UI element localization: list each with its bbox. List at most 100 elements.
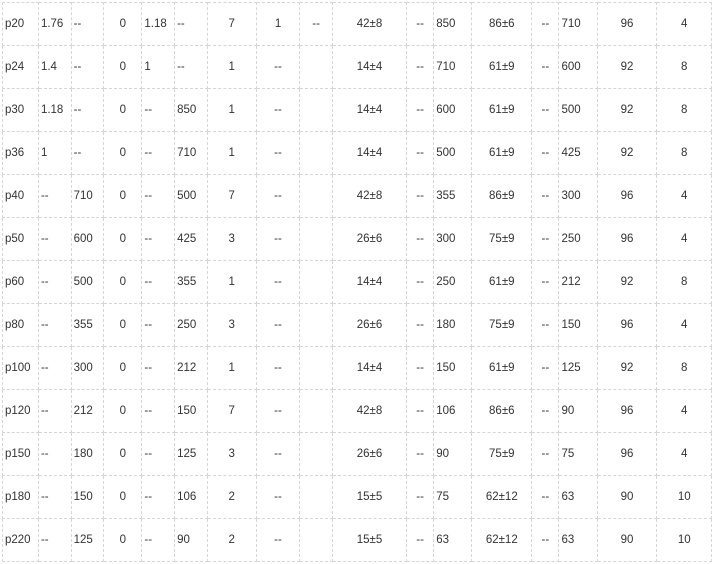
cell-c15: 125: [559, 347, 597, 390]
cell-c4: 0: [104, 347, 142, 390]
cell-c17: 8: [657, 261, 712, 304]
cell-c5: --: [142, 175, 175, 218]
cell-c2: --: [38, 433, 71, 476]
cell-c12: 300: [434, 218, 472, 261]
cell-c2: --: [38, 476, 71, 519]
cell-c3: --: [71, 46, 104, 89]
cell-c4: 0: [104, 261, 142, 304]
cell-c2: 1.76: [38, 3, 71, 46]
cell-c8: --: [256, 132, 300, 175]
cell-c7: 7: [207, 390, 256, 433]
data-table-container: p201.76--01.18--71--42±8--85086±6--71096…: [0, 0, 714, 564]
cell-c3: 150: [71, 476, 104, 519]
cell-c11: --: [407, 218, 434, 261]
cell-c17: 4: [657, 3, 712, 46]
cell-c8: 1: [256, 3, 300, 46]
cell-c2: --: [38, 175, 71, 218]
cell-c5: --: [142, 476, 175, 519]
cell-c2: 1.18: [38, 89, 71, 132]
cell-c3: --: [71, 132, 104, 175]
cell-c8: --: [256, 261, 300, 304]
cell-c14: --: [532, 304, 559, 347]
cell-c4: 0: [104, 390, 142, 433]
cell-c8: --: [256, 433, 300, 476]
cell-c14: --: [532, 46, 559, 89]
cell-c13: 61±9: [472, 132, 532, 175]
cell-c10: 15±5: [332, 476, 406, 519]
cell-c5: --: [142, 519, 175, 562]
cell-grade: p150: [3, 433, 39, 476]
cell-c11: --: [407, 89, 434, 132]
cell-c14: --: [532, 476, 559, 519]
cell-c12: 850: [434, 3, 472, 46]
table-row: p361--0--7101--14±4--50061±9--425928: [3, 132, 712, 175]
cell-c15: 500: [559, 89, 597, 132]
table-body: p201.76--01.18--71--42±8--85086±6--71096…: [3, 3, 712, 562]
cell-c17: 4: [657, 433, 712, 476]
cell-c9: [300, 390, 333, 433]
cell-c16: 92: [597, 347, 657, 390]
cell-c3: 300: [71, 347, 104, 390]
cell-c3: 125: [71, 519, 104, 562]
cell-c9: [300, 46, 333, 89]
cell-c3: --: [71, 89, 104, 132]
cell-c4: 0: [104, 519, 142, 562]
cell-c6: 250: [175, 304, 208, 347]
cell-c13: 86±6: [472, 390, 532, 433]
cell-c2: --: [38, 390, 71, 433]
cell-c8: --: [256, 347, 300, 390]
cell-grade: p50: [3, 218, 39, 261]
table-row: p301.18--0--8501--14±4--60061±9--500928: [3, 89, 712, 132]
cell-c15: 90: [559, 390, 597, 433]
cell-c6: 106: [175, 476, 208, 519]
cell-c7: 1: [207, 261, 256, 304]
cell-c12: 150: [434, 347, 472, 390]
cell-c17: 8: [657, 132, 712, 175]
cell-c15: 75: [559, 433, 597, 476]
table-row: p220--1250--902--15±5--6362±12--639010: [3, 519, 712, 562]
cell-c5: --: [142, 304, 175, 347]
table-row: p50--6000--4253--26±6--30075±9--250964: [3, 218, 712, 261]
cell-c4: 0: [104, 433, 142, 476]
cell-c5: --: [142, 433, 175, 476]
cell-c12: 180: [434, 304, 472, 347]
cell-c15: 150: [559, 304, 597, 347]
cell-c5: --: [142, 347, 175, 390]
cell-c11: --: [407, 304, 434, 347]
cell-c4: 0: [104, 46, 142, 89]
cell-c8: --: [256, 519, 300, 562]
cell-c6: 425: [175, 218, 208, 261]
cell-c11: --: [407, 175, 434, 218]
cell-c2: --: [38, 261, 71, 304]
cell-c6: 125: [175, 433, 208, 476]
cell-c8: --: [256, 46, 300, 89]
cell-c7: 3: [207, 218, 256, 261]
cell-c9: [300, 519, 333, 562]
cell-grade: p80: [3, 304, 39, 347]
cell-c17: 10: [657, 476, 712, 519]
cell-c4: 0: [104, 132, 142, 175]
cell-c5: 1.18: [142, 3, 175, 46]
cell-c10: 42±8: [332, 3, 406, 46]
cell-c6: 500: [175, 175, 208, 218]
cell-c16: 96: [597, 218, 657, 261]
cell-c16: 96: [597, 390, 657, 433]
cell-grade: p120: [3, 390, 39, 433]
cell-c13: 86±9: [472, 175, 532, 218]
cell-grade: p40: [3, 175, 39, 218]
cell-c9: [300, 347, 333, 390]
cell-c3: 212: [71, 390, 104, 433]
cell-c8: --: [256, 89, 300, 132]
cell-grade: p60: [3, 261, 39, 304]
cell-c11: --: [407, 132, 434, 175]
cell-c17: 8: [657, 89, 712, 132]
cell-c17: 4: [657, 304, 712, 347]
cell-c6: 150: [175, 390, 208, 433]
cell-c12: 250: [434, 261, 472, 304]
cell-c9: [300, 132, 333, 175]
cell-c7: 1: [207, 46, 256, 89]
cell-c2: 1.4: [38, 46, 71, 89]
cell-c8: --: [256, 304, 300, 347]
cell-c11: --: [407, 519, 434, 562]
cell-c16: 96: [597, 3, 657, 46]
